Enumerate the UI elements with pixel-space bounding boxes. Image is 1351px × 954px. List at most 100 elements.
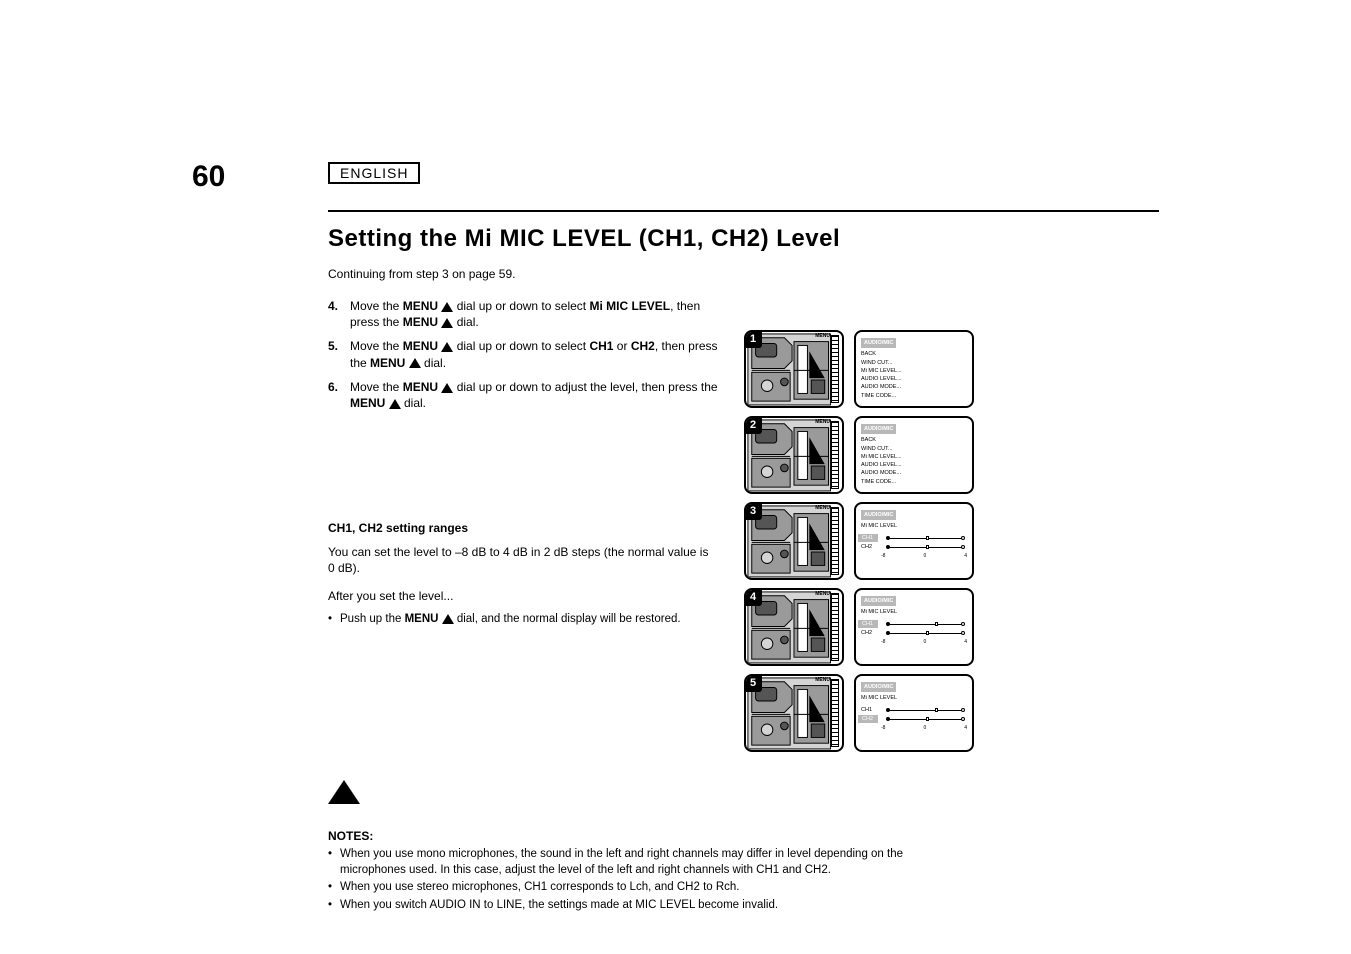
step-badge: 3 [744, 502, 762, 520]
menu-label: MENU [405, 613, 442, 625]
channel-label: CH2 [861, 629, 877, 637]
ruler-icon [831, 593, 839, 661]
tick-label: -8 [881, 639, 885, 647]
menu-text: MENU [815, 505, 830, 511]
step-item: 6.Move the MENU dial up or down to adjus… [328, 379, 718, 411]
notes-section: NOTES: When you use mono microphones, th… [328, 817, 968, 915]
notes-heading: NOTES: [328, 829, 968, 843]
slider-max-icon [961, 545, 965, 549]
bold-text: MENU [403, 315, 442, 329]
bold-text: Mi MIC LEVEL [589, 299, 670, 313]
triangle-up-icon [389, 399, 401, 409]
slider-track [884, 535, 967, 541]
slider-min-icon [886, 545, 890, 549]
slider-row: CH2 [861, 629, 967, 637]
lcd-screen: AUDIO/MICMi MIC LEVEL CH1 CH2 [854, 502, 974, 580]
diagram-row: 2 MENUAUDIO/MICBACKWIND CUT...Mi MIC LEV… [744, 416, 974, 494]
slider-row: CH1 [861, 534, 967, 542]
page-number: 60 [192, 160, 225, 194]
channel-label: CH1 [861, 534, 877, 542]
menu-subtitle: Mi MIC LEVEL [861, 608, 967, 616]
slider-row: CH2 [861, 543, 967, 551]
lcd-screen: AUDIO/MICBACKWIND CUT...Mi MIC LEVEL...A… [854, 330, 974, 408]
diagram-row: 3 MENUAUDIO/MICMi MIC LEVEL CH1 [744, 502, 974, 580]
diagram-row: 1 MENUAUDIO/MICBACKWIND CUT...Mi MIC LEV… [744, 330, 974, 408]
step-badge: 5 [744, 674, 762, 692]
menu-item: BACK [861, 350, 967, 358]
bold-text: MENU [370, 356, 409, 370]
intro-text: Continuing from step 3 on page 59. [328, 266, 718, 290]
menu-title: AUDIO/MIC [861, 510, 896, 520]
slider-max-icon [961, 622, 965, 626]
divider [328, 210, 1159, 212]
menu-text: MENU [815, 591, 830, 597]
ruler-icon [831, 335, 839, 403]
slider-handle-icon [926, 536, 929, 540]
slider-max-icon [961, 631, 965, 635]
bold-text: CH1 [589, 339, 613, 353]
menu-item: Mi MIC LEVEL... [861, 453, 967, 461]
notes-list: When you use mono microphones, the sound… [328, 847, 968, 913]
slider-min-icon [886, 708, 890, 712]
menu-item: WIND CUT... [861, 359, 967, 367]
triangle-up-icon [441, 318, 453, 328]
diagram-row: 5 MENUAUDIO/MICMi MIC LEVEL CH1 [744, 674, 974, 752]
slider-handle-icon [926, 545, 929, 549]
menu-text: MENU [815, 419, 830, 425]
slider-max-icon [961, 536, 965, 540]
slider-track [884, 621, 967, 627]
menu-item: BACK [861, 436, 967, 444]
camera-diagram: 1 MENU [744, 330, 844, 408]
slider-handle-icon [935, 708, 938, 712]
menu-item: AUDIO MODE... [861, 383, 967, 391]
slider-row: CH1 [861, 620, 967, 628]
note-item: When you use mono microphones, the sound… [328, 847, 968, 878]
after-setting-text: After you set the level... [328, 588, 718, 604]
text: Push up the [340, 613, 405, 625]
diagram-row: 4 MENUAUDIO/MICMi MIC LEVEL CH1 [744, 588, 974, 666]
tick-label: 0 [923, 725, 926, 733]
slider-row: CH1 [861, 706, 967, 714]
tick-label: -8 [881, 553, 885, 561]
intro-paragraph: Continuing from step 3 on page 59. [328, 266, 718, 282]
tick-label: 0 [923, 553, 926, 561]
triangle-up-icon [328, 780, 360, 804]
text: or [613, 339, 630, 353]
lcd-screen: AUDIO/MICMi MIC LEVEL CH1 CH2 [854, 588, 974, 666]
slider-track [884, 716, 967, 722]
slider-max-icon [961, 708, 965, 712]
text: dial. [453, 315, 478, 329]
text: Move the [350, 339, 403, 353]
section-title: Setting the Mi MIC LEVEL (CH1, CH2) Leve… [328, 225, 840, 253]
ruler-icon [831, 679, 839, 747]
triangle-up-icon [441, 383, 453, 393]
bold-text: MENU [403, 339, 442, 353]
ranges-heading: CH1, CH2 setting ranges [328, 520, 718, 536]
step-number: 4. [328, 298, 338, 314]
note-item: When you use stereo microphones, CH1 cor… [328, 880, 968, 896]
ranges-block: CH1, CH2 setting ranges You can set the … [328, 520, 718, 585]
step-item: 4.Move the MENU dial up or down to selec… [328, 298, 718, 330]
menu-title: AUDIO/MIC [861, 338, 896, 348]
slider-min-icon [886, 717, 890, 721]
menu-item: AUDIO LEVEL... [861, 461, 967, 469]
text: dial. [401, 396, 426, 410]
after-setting-step: Push up the MENU dial, and the normal di… [328, 612, 718, 628]
slider-max-icon [961, 717, 965, 721]
slider-track [884, 630, 967, 636]
camera-diagram: 5 MENU [744, 674, 844, 752]
menu-title: AUDIO/MIC [861, 682, 896, 692]
tick-label: -8 [881, 725, 885, 733]
menu-item: AUDIO LEVEL... [861, 375, 967, 383]
slider-track [884, 707, 967, 713]
channel-label: CH1 [861, 620, 877, 628]
camera-diagram: 3 MENU [744, 502, 844, 580]
menu-text: MENU [815, 677, 830, 683]
slider-track [884, 544, 967, 550]
slider-min-icon [886, 631, 890, 635]
ranges-text: You can set the level to –8 dB to 4 dB i… [328, 544, 718, 576]
text: dial up or down to adjust the level, the… [453, 380, 717, 394]
bold-text: MENU [403, 299, 442, 313]
slider-row: CH2 [861, 715, 967, 723]
slider-ticks: -804 [881, 639, 967, 647]
